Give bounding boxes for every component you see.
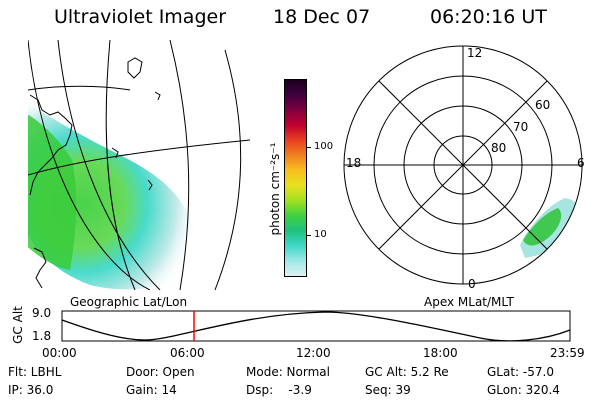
meridian-line <box>105 40 136 290</box>
colorbar-tickmark <box>306 147 311 148</box>
time-tick-2359: 23:59 <box>550 346 585 360</box>
info-glon: GLon: 320.4 <box>487 383 560 397</box>
info-mode: Mode: Normal <box>246 365 330 379</box>
info-gain: Gain: 14 <box>126 383 177 397</box>
info-dsp: Dsp: -3.9 <box>246 383 312 397</box>
colorbar-gradient <box>284 79 307 277</box>
colorbar-tick-100: 100 <box>314 141 334 152</box>
coastline <box>154 91 161 101</box>
info-seq: Seq: 39 <box>365 383 411 397</box>
colorbar <box>284 79 307 277</box>
coastline <box>147 179 153 191</box>
colorbar-unit-label: photon cm⁻²s⁻¹ <box>268 142 282 236</box>
mlat-label-70: 70 <box>513 120 529 134</box>
aurora-core <box>28 114 77 270</box>
mlat-label-80: 80 <box>491 141 507 155</box>
mlt-label-12: 12 <box>467 46 483 60</box>
time-label: 06:20:16 UT <box>430 6 547 28</box>
time-tick-0600: 06:00 <box>170 346 205 360</box>
meridian-line <box>57 40 161 290</box>
mlt-label-0: 0 <box>468 277 476 291</box>
info-gc-alt: GC Alt: 5.2 Re <box>365 365 449 379</box>
projection-label-left: Geographic Lat/Lon <box>70 295 188 309</box>
instrument-title: Ultraviolet Imager <box>54 6 227 28</box>
altitude-tick-bottom: 1.8 <box>32 329 52 343</box>
altitude-tick-top: 9.0 <box>32 306 52 320</box>
projection-label-right: Apex MLat/MLT <box>424 295 514 309</box>
coastline <box>127 57 143 79</box>
earth-limb <box>28 40 151 290</box>
time-tick-1800: 18:00 <box>423 346 458 360</box>
mlt-label-6: 6 <box>577 156 585 170</box>
info-door: Door: Open <box>126 365 195 379</box>
meridian-line <box>214 49 242 290</box>
info-filter: Flt: LBHL <box>8 365 62 379</box>
colorbar-tickmark <box>306 235 311 236</box>
mlat-label-60: 60 <box>535 98 551 112</box>
mlt-label-18: 18 <box>346 156 362 170</box>
altitude-axis-title: GC Alt <box>11 306 25 344</box>
info-ip: IP: 36.0 <box>8 383 54 397</box>
parallel-line <box>28 139 251 176</box>
date-label: 18 Dec 07 <box>273 6 371 28</box>
coastline <box>111 147 119 159</box>
parallel-line <box>28 85 131 91</box>
colorbar-tick-10: 10 <box>314 229 327 240</box>
coastline <box>33 247 47 289</box>
time-tick-1200: 12:00 <box>296 346 331 360</box>
info-glat: GLat: -57.0 <box>487 365 554 379</box>
meridian-line <box>169 40 190 290</box>
time-tick-0000: 00:00 <box>42 346 77 360</box>
coastline <box>29 94 73 196</box>
